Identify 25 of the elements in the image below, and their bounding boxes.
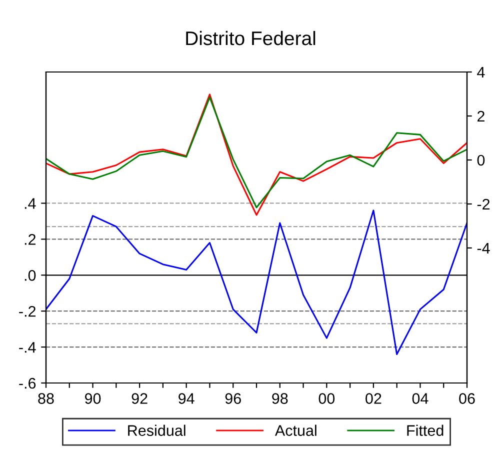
x-tick-label: 04 [412,393,428,404]
chart-title: Distrito Federal [186,30,316,46]
y-tick-label: .4 [24,198,36,209]
y2-tick-label: 2 [477,110,484,122]
legend-label: Actual [274,424,316,436]
y-tick-label: .0 [24,270,36,281]
y-tick-label: -.4 [19,342,36,353]
y-tick-label: .2 [24,234,36,245]
y-tick-label: -.2 [19,306,36,317]
x-tick-label: 06 [459,393,475,404]
y-tick-label: -.6 [19,378,36,389]
x-tick-label: 94 [178,393,194,404]
x-tick-label: 88 [38,393,54,404]
x-tick-label: 92 [132,393,148,404]
x-tick-label: 98 [272,393,288,404]
y2-tick-label: -2 [477,198,490,210]
y2-tick-label: -4 [477,242,490,254]
legend-label: Fitted [407,424,444,436]
x-tick-label: 00 [318,393,335,404]
y2-tick-label: 0 [477,154,485,166]
x-tick-label: 90 [85,393,101,404]
legend-label: Residual [128,424,186,436]
y2-tick-label: 4 [477,67,485,78]
x-tick-label: 02 [366,393,382,404]
x-tick-label: 96 [225,393,241,404]
